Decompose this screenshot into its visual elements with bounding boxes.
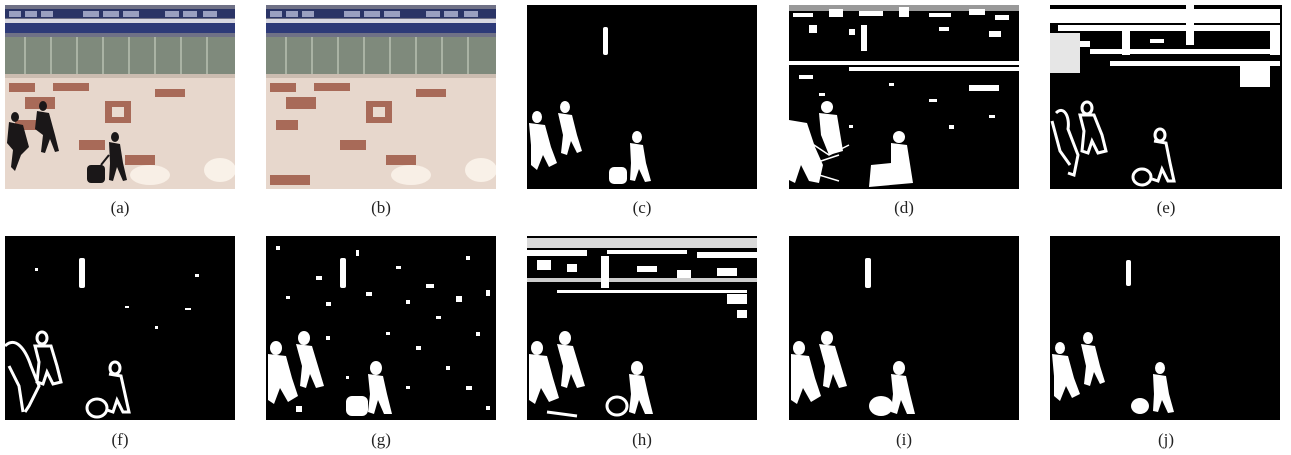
panel-label: (e) xyxy=(1156,198,1176,217)
panel-label: (b) xyxy=(371,198,391,217)
panel-e-mask xyxy=(1050,5,1282,189)
panel-label: (f) xyxy=(111,430,129,449)
panel-a-input-frame xyxy=(5,5,235,189)
panel-h-mask xyxy=(527,236,757,420)
foreground-mask-clean xyxy=(527,5,757,189)
panel-label: (h) xyxy=(632,430,652,449)
panel-g-mask xyxy=(266,236,496,420)
station-scene-with-people xyxy=(5,5,235,189)
foreground-mask-outline-sparse xyxy=(5,236,235,420)
panel-d-mask xyxy=(789,5,1019,189)
foreground-mask-noisy xyxy=(789,5,1019,189)
panel-c-mask xyxy=(527,5,757,189)
panel-label: (c) xyxy=(632,198,652,217)
foreground-mask-speckle xyxy=(266,236,496,420)
foreground-mask-top-noise xyxy=(527,236,757,420)
station-scene-empty xyxy=(266,5,496,189)
panel-j-mask xyxy=(1050,236,1280,420)
foreground-mask-clean xyxy=(789,236,1019,420)
panel-label: (g) xyxy=(371,430,391,449)
panel-label: (i) xyxy=(895,430,913,449)
panel-label: (d) xyxy=(894,198,914,217)
panel-label: (a) xyxy=(110,198,130,217)
panel-i-mask xyxy=(789,236,1019,420)
foreground-mask-clean xyxy=(1050,236,1280,420)
panel-label: (j) xyxy=(1157,430,1175,449)
foreground-mask-outline xyxy=(1050,5,1282,189)
panel-b-background-frame xyxy=(266,5,496,189)
panel-f-mask xyxy=(5,236,235,420)
